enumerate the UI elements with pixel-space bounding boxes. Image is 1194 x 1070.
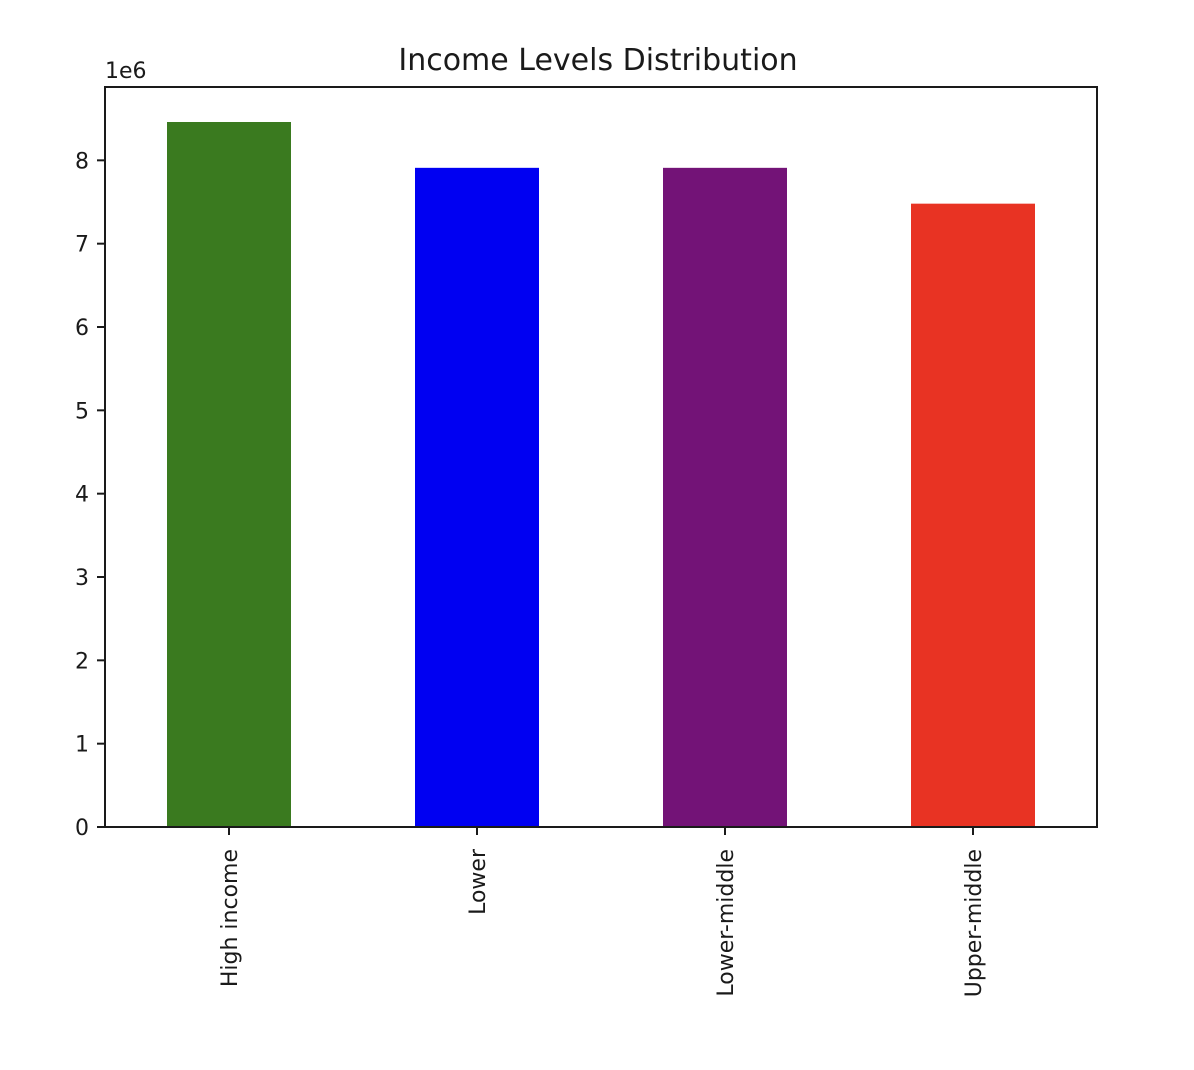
y-tick-label: 3 (75, 566, 89, 591)
y-tick-label: 7 (75, 233, 89, 258)
y-tick-label: 5 (75, 399, 89, 424)
y-tick-label: 2 (75, 649, 89, 674)
bar-lower (415, 167, 539, 828)
y-tick-label: 4 (75, 483, 89, 508)
x-tick-label: Lower (466, 848, 491, 915)
x-tick-label: Upper-middle (962, 849, 987, 997)
x-tick-label: Lower-middle (714, 849, 739, 997)
bar-upper-middle (911, 203, 1035, 827)
bar-high-income (167, 122, 291, 827)
y-axis-scale-label: 1e6 (105, 59, 147, 84)
x-tick-label: High income (218, 849, 243, 987)
bars-layer (167, 122, 1035, 828)
y-tick-label: 0 (75, 816, 89, 841)
x-axis: High income Lower Lower-middle Upper-middle (218, 827, 987, 997)
y-tick-label: 1 (75, 733, 89, 758)
plot-frame (104, 86, 1098, 828)
y-tick-label: 8 (75, 149, 89, 174)
bar-lower-middle (663, 167, 787, 828)
y-axis: 0 1 2 3 4 5 6 7 8 (75, 149, 105, 841)
chart-title: Income Levels Distribution (398, 43, 797, 78)
y-tick-label: 6 (75, 316, 89, 341)
